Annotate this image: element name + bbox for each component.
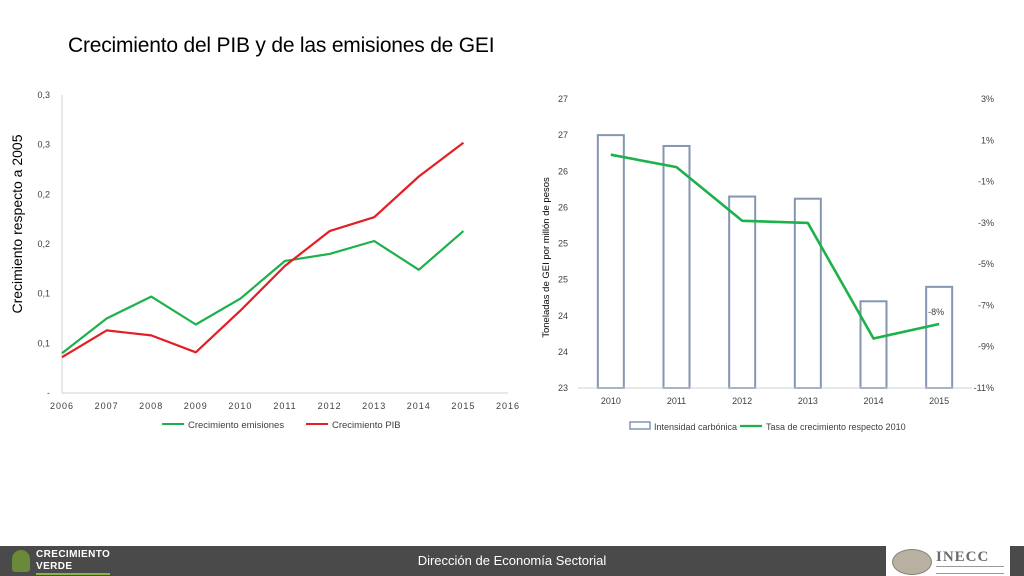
y-right-tick-label: -11% [974,383,994,393]
x-tick-label: 2012 [732,396,752,406]
crecimiento-verde-logo: CRECIMIENTO VERDE [12,548,111,575]
legend-label: Intensidad carbónica [654,422,737,432]
data-label: -8% [928,307,944,317]
bar-2015 [925,285,954,390]
series-line-growth-rate [610,153,940,340]
x-tick-label: 2011 [667,396,686,406]
y-tick-label: 0,2 [37,189,50,199]
x-tick-label: 2013 [798,396,818,406]
logo-underline [36,573,110,575]
x-tick-label: 2007 [95,401,119,411]
y-right-tick-label: -3% [978,218,994,228]
y-left-tick-label: 27 [558,130,568,140]
x-tick-label: 2010 [601,396,621,406]
y-tick-label: 0,3 [37,140,50,150]
legend-swatch [629,421,651,430]
inecc-logo-subtitle [936,566,1004,574]
logo-text-line1: CRECIMIENTO [36,549,111,560]
y-right-tick-label: -9% [978,342,994,352]
y-left-tick-label: 24 [558,311,568,321]
y-tick-label: - [47,388,50,398]
legend-label: Crecimiento emisiones [188,420,284,431]
bar-2011 [662,144,691,390]
x-tick-label: 2008 [139,401,163,411]
series-line-emissions [61,230,465,355]
y-left-tick-label: 24 [558,347,568,357]
bar-2012 [728,195,757,389]
logo-text-line2: VERDE [36,561,73,572]
x-tick-label: 2015 [451,401,475,411]
x-tick-label: 2014 [407,401,431,411]
x-tick-label: 2013 [362,401,386,411]
x-tick-label: 2015 [929,396,949,406]
x-tick-label: 2012 [318,401,342,411]
y-left-tick-label: 27 [558,94,568,104]
bar-2014 [859,300,888,389]
y-left-tick-label: 23 [558,383,568,393]
y-tick-label: 0,1 [37,338,50,348]
y-right-tick-label: -5% [978,259,994,269]
x-tick-label: 2009 [184,401,208,411]
gdp-emissions-line-chart: - 0,1 0,1 0,2 0,2 0,3 0,3 2006 2007 2008 2009 2010 2… [9,90,520,431]
x-tick-label: 2006 [50,401,74,411]
y-left-tick-label: 25 [558,275,568,285]
x-tick-label: 2011 [273,401,296,411]
carbon-intensity-chart: 23 24 24 25 25 26 26 27 27 -11% -9% -7% -5% -3% -1% 1% 3… [541,94,994,432]
x-tick-label: 2010 [228,401,252,411]
y-axis-label: Crecimiento respecto a 2005 [9,134,25,313]
footer-bar: CRECIMIENTO VERDE Dirección de Economía … [0,546,1024,576]
y-right-tick-label: 3% [981,94,994,104]
y-tick-label: 0,1 [37,289,50,299]
series-line-gdp [61,141,465,359]
legend-label: Crecimiento PIB [332,420,401,431]
inecc-emblem-icon [892,549,932,575]
y-left-tick-label: 26 [558,166,568,176]
footer-text: Dirección de Economía Sectorial [417,553,607,568]
y-axis-label: Toneladas de GEI por millón de pesos [541,177,552,338]
y-tick-label: 0,2 [37,239,50,249]
legend-label: Tasa de crecimiento respecto 2010 [766,422,906,432]
bar-2010 [596,134,625,389]
inecc-logo-name: INECC [936,549,990,565]
y-right-tick-label: -7% [978,300,994,310]
y-left-tick-label: 26 [558,202,568,212]
y-tick-label: 0,3 [37,90,50,100]
leaf-icon [12,550,30,572]
y-right-tick-label: -1% [978,177,994,187]
inecc-logo: INECC [886,546,1010,576]
bar-2013 [793,197,822,389]
page-title: Crecimiento del PIB y de las emisiones d… [68,34,495,57]
x-tick-label: 2014 [863,396,883,406]
y-left-tick-label: 25 [558,239,568,249]
y-right-tick-label: 1% [981,135,994,145]
x-tick-label: 2016 [496,401,520,411]
